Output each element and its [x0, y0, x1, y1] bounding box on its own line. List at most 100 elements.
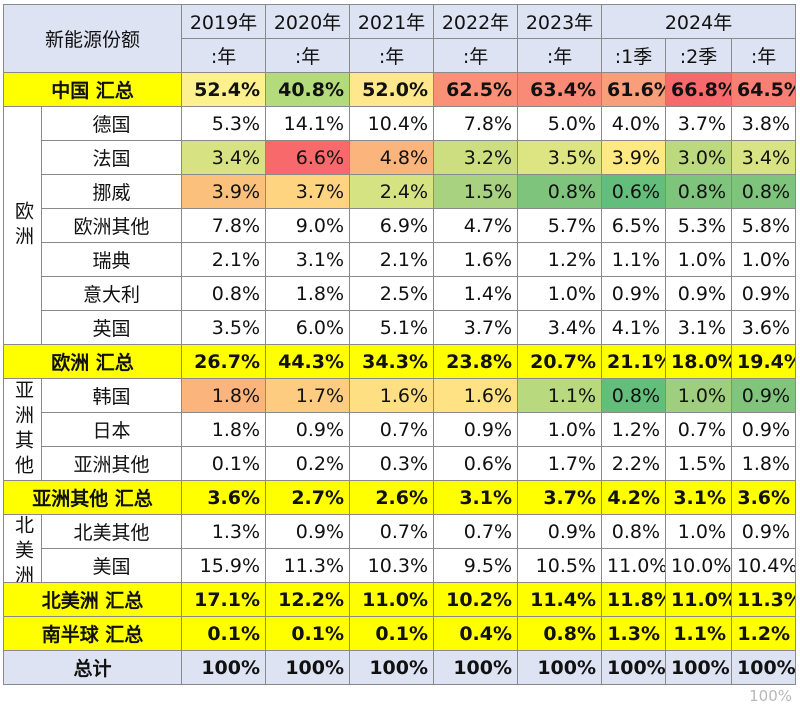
total-row: 总计 100% 100% 100% 100% 100% 100% 100% 100% [2, 650, 797, 685]
value-cell: 10.5% [517, 548, 603, 583]
table-row: 日本 1.8% 0.9% 0.7% 0.9% 1.0% 1.2% 0.7% 0.9% [4, 412, 797, 447]
year-header: 2023年 [517, 4, 603, 39]
value-cell: 0.4% [433, 616, 519, 651]
country-label: 北美其他 [40, 514, 183, 549]
table-row: 欧洲 德国 5.3% 14.1% 10.4% 7.8% 5.0% 4.0% 3.7% 3.8% [3, 106, 797, 345]
watermark: 100% [749, 687, 792, 705]
value-cell: 9.0% [265, 208, 351, 243]
value-cell: 6.9% [349, 208, 435, 243]
value-cell: 1.8% [181, 412, 267, 447]
value-cell: 3.0% [665, 140, 733, 175]
value-cell: 1.2% [601, 412, 667, 447]
country-label: 挪威 [40, 174, 183, 209]
value-cell: 5.0% [517, 106, 603, 141]
value-cell: 61.6% [601, 72, 667, 107]
value-cell: 3.6% [731, 310, 797, 345]
value-cell: 11.3% [265, 548, 351, 583]
value-cell: 0.8% [665, 174, 733, 209]
value-cell: 0.8% [601, 514, 667, 549]
value-cell: 0.9% [731, 276, 797, 311]
value-cell: 3.6% [731, 480, 797, 515]
value-cell: 3.1% [665, 310, 733, 345]
value-cell: 3.4% [731, 140, 797, 175]
table-row: 意大利 0.8% 1.8% 2.5% 1.4% 1.0% 0.9% 0.9% 0.9% [4, 276, 797, 311]
value-cell: 6.5% [601, 208, 667, 243]
value-cell: 2.5% [349, 276, 435, 311]
value-cell: 2.4% [349, 174, 435, 209]
year-header: 2024年 [601, 4, 797, 39]
value-cell: 1.7% [517, 446, 603, 481]
summary-label: 南半球 汇总 [2, 616, 183, 651]
value-cell: 18.0% [665, 344, 733, 379]
value-cell: 0.6% [433, 446, 519, 481]
summary-row: 南半球 汇总 0.1% 0.1% 0.1% 0.4% 0.8% 1.3% 1.1% 1.2% [2, 616, 797, 651]
value-cell: 10.2% [433, 582, 519, 617]
value-cell: 0.9% [665, 276, 733, 311]
value-cell: 1.3% [181, 514, 267, 549]
value-cell: 3.6% [181, 480, 267, 515]
value-cell: 0.8% [731, 174, 797, 209]
summary-label: 北美洲 汇总 [2, 582, 183, 617]
value-cell: 4.7% [433, 208, 519, 243]
summary-row: 欧洲 汇总26.7%44.3%34.3%23.8%20.7%21.1%18.0%… [2, 344, 797, 379]
value-cell: 5.8% [731, 208, 797, 243]
value-cell: 34.3% [349, 344, 435, 379]
value-cell: 3.2% [433, 140, 519, 175]
value-cell: 1.0% [517, 412, 603, 447]
country-label: 法国 [40, 140, 183, 175]
value-cell: 14.1% [265, 106, 351, 141]
value-cell: 1.1% [517, 378, 603, 413]
period-header: :1季 [601, 38, 667, 73]
value-cell: 21.1% [601, 344, 667, 379]
value-cell: 1.7% [265, 378, 351, 413]
value-cell: 1.0% [665, 514, 733, 549]
summary-label: 亚洲其他 汇总 [2, 480, 183, 515]
value-cell: 10.4% [349, 106, 435, 141]
value-cell: 0.7% [433, 514, 519, 549]
value-cell: 5.7% [517, 208, 603, 243]
country-label: 日本 [40, 412, 183, 447]
country-label: 韩国 [40, 378, 183, 413]
value-cell: 0.6% [601, 174, 667, 209]
value-cell: 2.1% [181, 242, 267, 277]
value-cell: 17.1% [181, 582, 267, 617]
value-cell: 1.6% [349, 378, 435, 413]
value-cell: 0.7% [349, 412, 435, 447]
table-row: 亚洲其他 韩国 1.8% 1.7% 1.6% 1.6% 1.1% 0.8% 1.0% 0.9% [3, 378, 797, 481]
value-cell: 3.1% [265, 242, 351, 277]
value-cell: 3.5% [181, 310, 267, 345]
value-cell: 0.1% [181, 446, 267, 481]
value-cell: 1.0% [665, 242, 733, 277]
value-cell: 44.3% [265, 344, 351, 379]
summary-label: 中国 汇总 [2, 72, 183, 107]
value-cell: 10.0% [665, 548, 733, 583]
value-cell: 5.3% [665, 208, 733, 243]
value-cell: 1.8% [181, 378, 267, 413]
country-label: 意大利 [40, 276, 183, 311]
value-cell: 3.1% [665, 480, 733, 515]
value-cell: 7.8% [181, 208, 267, 243]
period-header: :2季 [665, 38, 733, 73]
period-header: :年 [349, 38, 435, 73]
value-cell: 11.3% [731, 582, 797, 617]
value-cell: 1.0% [517, 276, 603, 311]
value-cell: 63.4% [517, 72, 603, 107]
value-cell: 0.1% [181, 616, 267, 651]
period-header: :年 [181, 38, 267, 73]
country-label: 欧洲其他 [40, 208, 183, 243]
region-label: 北美洲 [3, 514, 42, 583]
table-row: 亚洲其他 0.1% 0.2% 0.3% 0.6% 1.7% 2.2% 1.5% 1.8% [4, 446, 797, 481]
value-cell: 0.8% [517, 174, 603, 209]
value-cell: 0.9% [433, 412, 519, 447]
summary-row: 亚洲其他 汇总 3.6% 2.7% 2.6% 3.1% 3.7% 4.2% 3.1% 3.6% [2, 480, 797, 515]
value-cell: 2.2% [601, 446, 667, 481]
value-cell: 0.1% [265, 616, 351, 651]
value-cell: 1.1% [665, 616, 733, 651]
year-header: 2022年 [433, 4, 519, 39]
value-cell: 1.5% [433, 174, 519, 209]
value-cell: 1.6% [433, 378, 519, 413]
value-cell: 100% [349, 650, 435, 685]
value-cell: 0.8% [181, 276, 267, 311]
value-cell: 64.5% [731, 72, 797, 107]
value-cell: 0.7% [665, 412, 733, 447]
